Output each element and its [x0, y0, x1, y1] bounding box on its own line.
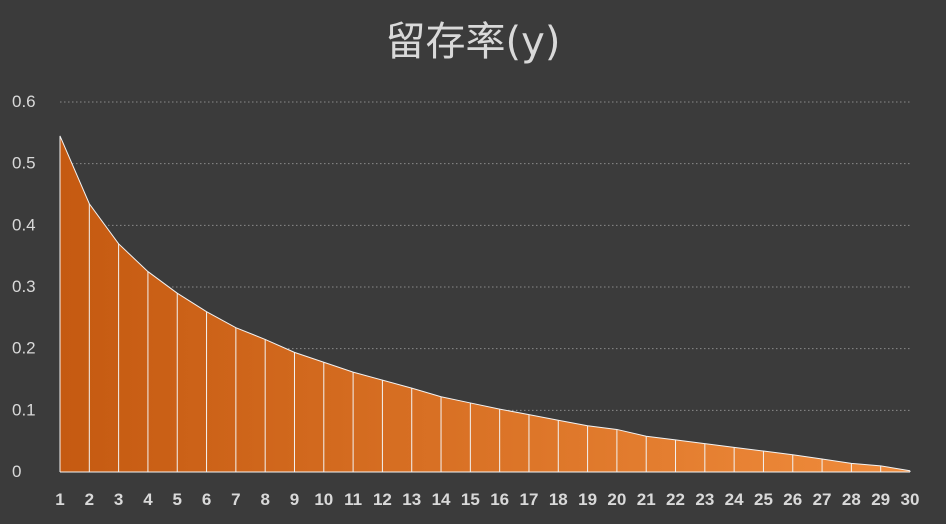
x-tick-label: 3: [114, 490, 123, 509]
chart-title: 留存率(y): [385, 19, 561, 65]
x-tick-label: 10: [314, 490, 333, 509]
x-tick-label: 15: [461, 490, 480, 509]
y-tick-label: 0.4: [12, 215, 36, 234]
y-tick-label: 0.5: [12, 154, 36, 173]
x-tick-label: 26: [783, 490, 802, 509]
x-tick-label: 8: [260, 490, 269, 509]
area-outline: [59, 135, 911, 472]
x-tick-label: 28: [842, 490, 861, 509]
y-tick-label: 0.3: [12, 277, 36, 296]
x-tick-label: 14: [432, 490, 451, 509]
y-tick-label: 0.1: [12, 400, 36, 419]
x-tick-label: 18: [549, 490, 568, 509]
x-tick-label: 7: [231, 490, 240, 509]
x-tick-label: 17: [520, 490, 539, 509]
x-tick-label: 13: [402, 490, 421, 509]
y-tick-label: 0.6: [12, 92, 36, 111]
y-axis-ticks: 0 0.1 0.2 0.3 0.4 0.5 0.6: [12, 92, 36, 481]
x-tick-label: 9: [290, 490, 299, 509]
y-tick-label: 0: [12, 462, 21, 481]
x-tick-label: 20: [607, 490, 626, 509]
x-tick-label: 16: [490, 490, 509, 509]
area-dividers: [59, 135, 911, 473]
x-tick-label: 12: [373, 490, 392, 509]
x-tick-label: 24: [725, 490, 744, 509]
x-tick-label: 4: [143, 490, 153, 509]
x-tick-label: 19: [578, 490, 597, 509]
x-tick-label: 23: [695, 490, 714, 509]
x-tick-label: 6: [202, 490, 211, 509]
area-fill: [60, 135, 910, 472]
x-tick-label: 25: [754, 490, 773, 509]
x-tick-label: 29: [871, 490, 890, 509]
x-axis-ticks: 1 2 3 4 5 6 7 8 9 10 11 12 13 14 15 16 17 18 19 20 21 22 23 24 2…: [55, 490, 919, 509]
x-tick-label: 27: [813, 490, 832, 509]
x-tick-label: 1: [55, 490, 64, 509]
y-tick-label: 0.2: [12, 339, 36, 358]
x-tick-label: 21: [637, 490, 656, 509]
area-series: [59, 135, 911, 472]
x-tick-label: 22: [666, 490, 685, 509]
x-tick-label: 5: [173, 490, 182, 509]
x-tick-label: 2: [85, 490, 94, 509]
x-tick-label: 11: [344, 490, 362, 509]
x-tick-label: 30: [901, 490, 920, 509]
